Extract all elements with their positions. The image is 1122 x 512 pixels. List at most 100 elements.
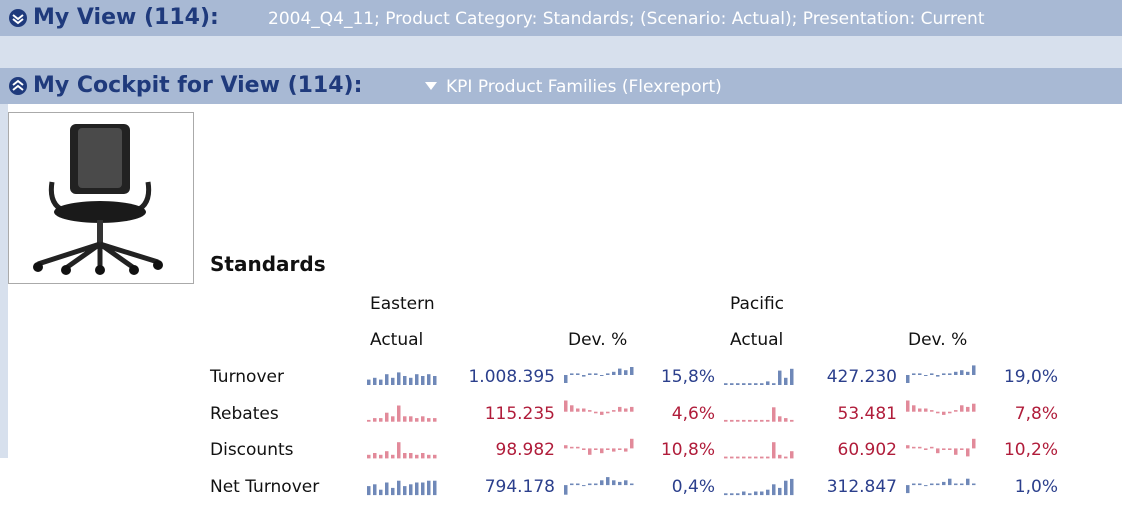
spark-bar [409, 377, 413, 385]
band [0, 36, 1122, 68]
spark-bar [624, 408, 628, 412]
spark-bar [618, 481, 622, 486]
spark-bar [760, 491, 764, 496]
dropdown-arrow[interactable] [424, 81, 438, 91]
spark-bar [433, 480, 437, 496]
spark-bar [576, 446, 580, 449]
spark-bar [397, 405, 401, 422]
spark-bar [724, 383, 728, 385]
spark-bar [624, 370, 628, 375]
spark-bar [742, 419, 746, 422]
spark-bar [724, 419, 728, 422]
spark-bar [972, 438, 976, 449]
spark-bar [906, 400, 910, 412]
spark-bar [918, 483, 922, 486]
spark-bar [433, 418, 437, 422]
spark-bar [594, 373, 598, 375]
spark-bar [600, 448, 604, 454]
spark-bar [385, 482, 389, 496]
view-title[interactable]: My View (114): [33, 5, 219, 30]
spark-bar [748, 419, 752, 422]
spark-bar [594, 411, 598, 414]
spark-bar [582, 448, 586, 450]
spark-bar [594, 483, 598, 486]
expand-icon[interactable] [8, 76, 28, 96]
cell-value: 19,0% [1003, 367, 1058, 387]
spark-bar [760, 419, 764, 422]
spark-bar [564, 375, 568, 383]
report-name[interactable]: KPI Product Families (Flexreport) [446, 77, 722, 97]
spark-bar [790, 419, 794, 422]
row-label: Net Turnover [210, 477, 320, 498]
spark-bar [972, 403, 976, 412]
spark-bar [790, 478, 794, 496]
spark-bar [960, 448, 964, 450]
cell-value: 10,2% [1003, 440, 1058, 461]
cell-value: 1,0% [1014, 477, 1058, 498]
spark-bar [936, 375, 940, 377]
spark-bar [748, 456, 752, 459]
spark-bar [966, 478, 970, 486]
cell-value: 98.982 [495, 440, 555, 461]
spark-bar [948, 411, 952, 414]
spark-bar [924, 485, 928, 487]
spark-bar [600, 411, 604, 415]
spark-bar [570, 446, 574, 449]
spark-bar [409, 453, 413, 459]
spark-bar [942, 411, 946, 415]
spark-bar [772, 484, 776, 496]
spark-bar [912, 446, 916, 449]
spark-bar [576, 373, 580, 375]
spark-bar [588, 410, 592, 412]
spark-bar [918, 408, 922, 412]
spark-bar [736, 456, 740, 459]
spark-bar [373, 484, 377, 496]
spark-bar [427, 418, 431, 422]
spark-bar [588, 483, 592, 486]
spark-bar [415, 418, 419, 422]
spark-bar [942, 481, 946, 486]
spark-bar [612, 371, 616, 375]
spark-bar [379, 454, 383, 459]
table-title: Standards [210, 252, 326, 276]
spark-bar [612, 480, 616, 486]
spark-bar [912, 405, 916, 412]
spark-bar [754, 456, 758, 459]
spark-bar [385, 412, 389, 422]
spark-bar [433, 376, 437, 385]
spark-bar [912, 483, 916, 486]
spark-bar [736, 493, 740, 496]
spark-bar [391, 377, 395, 385]
spark-bar [403, 416, 407, 422]
spark-bar [612, 410, 616, 412]
spark-bar [367, 486, 371, 496]
spark-bar [790, 451, 794, 459]
spark-bar [421, 482, 425, 496]
spark-bar [724, 493, 728, 496]
spark-bar [942, 373, 946, 375]
cell-value: 312.847 [826, 477, 897, 498]
spark-bar [954, 448, 958, 455]
spark-bar [778, 487, 782, 496]
spark-bar [724, 456, 728, 459]
spark-bar [954, 483, 958, 486]
spark-bar [772, 383, 776, 385]
spark-bar [778, 454, 782, 459]
spark-bar [748, 493, 752, 496]
spark-bar [972, 483, 976, 486]
spark-bar [624, 448, 628, 452]
spark-bar [582, 408, 586, 412]
spark-bar [954, 410, 958, 412]
spark-bar [421, 376, 425, 385]
cell-value: 7,8% [1014, 403, 1058, 424]
row-label: Turnover [210, 367, 284, 387]
collapse-icon[interactable] [8, 8, 28, 28]
spark-bar [588, 448, 592, 455]
cockpit-title[interactable]: My Cockpit for View (114): [33, 73, 363, 98]
cell-value: 794.178 [484, 477, 555, 498]
spark-bar [930, 373, 934, 375]
spark-bar [942, 448, 946, 450]
spark-bar [924, 375, 928, 376]
spark-bar [409, 416, 413, 422]
